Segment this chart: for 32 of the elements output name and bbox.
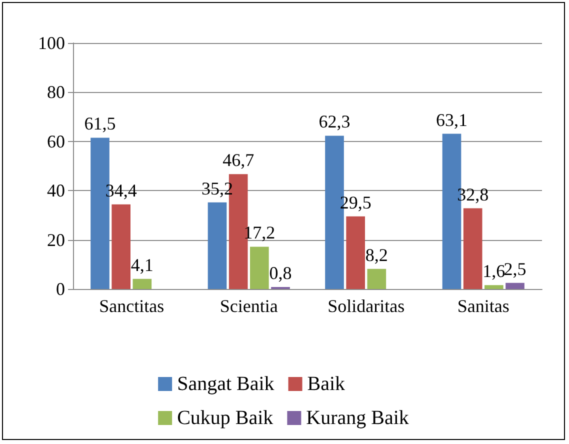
data-label: 63,1 xyxy=(436,110,468,130)
data-label: 1,6 xyxy=(482,261,506,282)
bar xyxy=(346,216,365,289)
bar xyxy=(250,246,269,289)
bar xyxy=(112,204,130,289)
legend-label: Sangat Baik xyxy=(177,373,274,395)
x-tick-label: Sanctitas xyxy=(99,296,164,316)
data-label: 46,7 xyxy=(222,150,254,170)
y-tick-label: 60 xyxy=(47,131,65,152)
legend-label: Baik xyxy=(307,373,346,395)
bar xyxy=(132,278,152,289)
y-tick-label: 100 xyxy=(38,33,65,53)
bar xyxy=(208,202,227,289)
bar xyxy=(463,208,482,289)
y-tick-label: 80 xyxy=(47,82,65,102)
y-tick-label: 40 xyxy=(47,180,65,201)
bar xyxy=(484,285,504,289)
x-tick-label: Sanitas xyxy=(457,296,510,316)
data-label: 62,3 xyxy=(318,112,350,132)
bar xyxy=(506,282,524,289)
x-tick-label: Solidaritas xyxy=(328,296,405,316)
data-label: 0,8 xyxy=(269,263,292,284)
legend-label: Kurang Baik xyxy=(306,407,409,429)
y-tick-label: 20 xyxy=(47,230,65,250)
y-tick-label: 0 xyxy=(56,279,65,299)
data-label: 8,2 xyxy=(365,244,388,265)
data-label: 4,1 xyxy=(130,254,154,275)
bar xyxy=(367,268,386,289)
data-label: 2,5 xyxy=(504,258,526,279)
legend-label: Cukup Baik xyxy=(177,407,274,429)
x-tick-label: Scientia xyxy=(220,296,278,316)
data-label: 61,5 xyxy=(84,114,116,134)
